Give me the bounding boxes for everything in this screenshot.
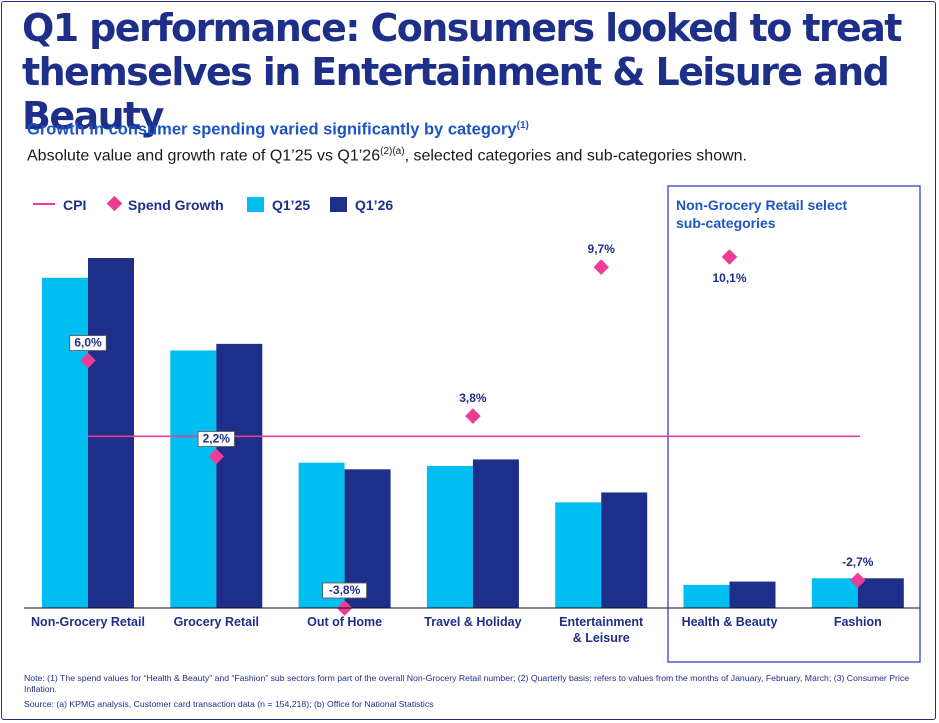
legend-spend-growth-label: Spend Growth	[128, 197, 224, 213]
growth-marker-health-and-beauty	[721, 249, 738, 265]
growth-label-travel-and-holiday: 3,8%	[459, 391, 487, 405]
page-title: Q1 performance: Consumers looked to trea…	[22, 6, 922, 138]
growth-marker-fashion	[850, 572, 866, 589]
legend-q1-26-label: Q1’26	[355, 197, 393, 213]
x-label-non-grocery-retail: Non-Grocery Retail	[31, 615, 145, 629]
description-footnote-ref: (2)(a)	[380, 146, 405, 157]
x-axis-labels: Non-Grocery Retail Grocery Retail Out of H…	[31, 615, 882, 645]
bar-q1-25-fashion	[811, 578, 858, 608]
growth-label-out-of-home: -3,8%	[329, 583, 361, 597]
highlight-box-group: Non-Grocery Retail select sub-categories	[667, 185, 921, 663]
growth-marker-travel-and-holiday	[465, 408, 481, 424]
x-label-out-of-home: Out of Home	[307, 615, 382, 629]
bar-q1-26-entertainment-and-leisure	[601, 492, 648, 608]
bar-q1-26-health-and-beauty	[729, 581, 776, 608]
bar-q1-25-entertainment-and-leisure	[555, 502, 602, 608]
bar-q1-25-grocery-retail	[170, 350, 217, 608]
x-label-fashion: Fashion	[834, 615, 882, 629]
x-label-entertainment-and-leisure-line-1: Entertainment	[559, 615, 644, 629]
x-label-travel-and-holiday: Travel & Holiday	[424, 615, 521, 629]
bar-q1-25-health-and-beauty	[683, 584, 730, 608]
growth-label-non-grocery-retail: 6,0%	[74, 336, 102, 350]
growth-label-grocery-retail: 2,2%	[203, 431, 231, 445]
bar-q1-25-travel-and-holiday	[426, 466, 473, 608]
bar-q1-25-non-grocery-retail	[42, 277, 88, 608]
growth-label-health-and-beauty: 10,1%	[712, 271, 746, 285]
page-title-line-1: Q1 performance: Consumers looked to trea…	[22, 6, 902, 50]
growth-label-box-non-grocery-retail	[69, 335, 107, 351]
x-label-health-and-beauty: Health & Beauty	[682, 615, 778, 629]
highlight-box	[667, 185, 921, 663]
legend-q1-25-swatch	[247, 197, 264, 212]
x-label-entertainment-and-leisure-line-2: & Leisure	[573, 631, 630, 645]
chart-description: Absolute value and growth rate of Q1’25 …	[27, 146, 747, 165]
growth-label-fashion: -2,7%	[842, 555, 874, 569]
footnotes: Note: (1) The spend values for “Health &…	[24, 673, 914, 710]
growth-label-entertainment-and-leisure: 9,7%	[588, 242, 616, 256]
x-label-grocery-retail: Grocery Retail	[174, 615, 259, 629]
highlight-box-label-line-2: sub-categories	[676, 215, 776, 231]
bar-q1-26-fashion	[857, 578, 904, 608]
legend-q1-26-swatch	[330, 197, 347, 212]
bars-layer	[42, 258, 904, 608]
chart-subtitle: Growth in consumer spending varied signi…	[27, 120, 529, 140]
growth-marker-entertainment-and-leisure	[593, 259, 609, 275]
growth-marker-grocery-retail	[208, 448, 225, 465]
growth-label-box-grocery-retail	[197, 431, 235, 447]
growth-label-box-out-of-home	[322, 582, 368, 599]
footnote-note: Note: (1) The spend values for “Health &…	[24, 673, 910, 694]
chart-legend: CPI Spend Growth Q1’25 Q1’26	[33, 195, 393, 213]
highlight-box-label-line-1: Non-Grocery Retail select	[676, 197, 848, 213]
chart-description-tail: , selected categories and sub-categories…	[404, 147, 747, 165]
chart-description-text: Absolute value and growth rate of Q1’25 …	[27, 147, 381, 165]
chart-subtitle-text: Growth in consumer spending varied signi…	[27, 120, 517, 139]
bar-q1-26-travel-and-holiday	[472, 459, 519, 608]
footnote-source: Source: (a) KPMG analysis, Customer card…	[24, 699, 434, 709]
bar-q1-26-grocery-retail	[216, 343, 263, 608]
page-title-line-2: themselves in Entertainment & Leisure an…	[22, 50, 890, 138]
legend-q1-25-label: Q1’25	[272, 197, 310, 213]
subtitle-footnote-ref: (1)	[516, 120, 529, 131]
bar-q1-26-non-grocery-retail	[88, 258, 134, 608]
legend-cpi-label: CPI	[63, 197, 86, 213]
legend-spend-growth-swatch	[106, 195, 123, 212]
